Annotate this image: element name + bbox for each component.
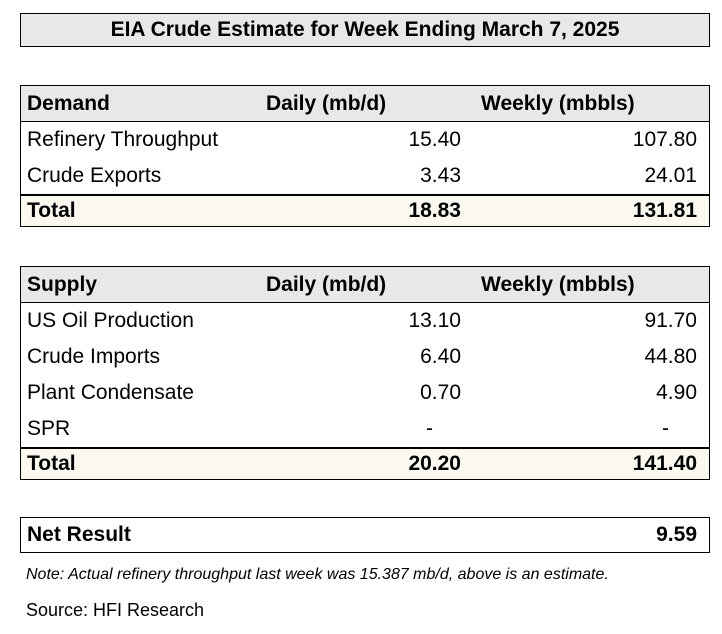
total-label: Total: [27, 452, 76, 475]
row-daily: 3.43: [420, 164, 461, 187]
row-daily: -: [426, 417, 433, 440]
table-row: Crude Imports 6.40 44.80: [21, 339, 709, 375]
total-weekly: 141.40: [632, 452, 697, 475]
supply-table: Supply Daily (mb/d) Weekly (mbbls) US Oi…: [20, 266, 710, 480]
row-label: SPR: [27, 417, 71, 440]
row-weekly: 4.90: [656, 381, 697, 404]
total-label: Total: [27, 199, 76, 222]
row-weekly: 24.01: [644, 164, 697, 187]
demand-header-row: Demand Daily (mb/d) Weekly (mbbls): [21, 86, 709, 122]
row-label: Crude Exports: [27, 164, 162, 187]
row-weekly: 107.80: [632, 128, 697, 151]
total-daily: 20.20: [408, 452, 461, 475]
table-row: Plant Condensate 0.70 4.90: [21, 375, 709, 411]
total-daily: 18.83: [408, 199, 461, 222]
total-weekly: 131.81: [632, 199, 697, 222]
source-credit: Source: HFI Research: [26, 600, 205, 620]
row-daily: 13.10: [408, 309, 461, 332]
table-row: US Oil Production 13.10 91.70: [21, 303, 709, 339]
row-label: Refinery Throughput: [27, 128, 219, 151]
row-weekly: 44.80: [644, 345, 697, 368]
net-result-row: Net Result 9.59: [20, 517, 710, 553]
net-result-value: 9.59: [656, 523, 697, 546]
demand-total-row: Total 18.83 131.81: [21, 194, 709, 226]
demand-header-daily: Daily (mb/d): [266, 91, 387, 115]
row-label: Crude Imports: [27, 345, 161, 368]
row-daily: 6.40: [420, 345, 461, 368]
supply-header-label: Supply: [27, 272, 98, 296]
row-label: US Oil Production: [27, 309, 194, 332]
demand-table: Demand Daily (mb/d) Weekly (mbbls) Refin…: [20, 85, 710, 227]
demand-header-weekly: Weekly (mbbls): [481, 91, 635, 115]
supply-header-weekly: Weekly (mbbls): [481, 272, 635, 296]
demand-header-label: Demand: [27, 91, 110, 115]
supply-header-row: Supply Daily (mb/d) Weekly (mbbls): [21, 267, 709, 303]
table-row: Refinery Throughput 15.40 107.80: [21, 122, 709, 158]
page-title: EIA Crude Estimate for Week Ending March…: [20, 13, 710, 47]
table-row: SPR - -: [21, 411, 709, 447]
net-result-label: Net Result: [27, 523, 131, 546]
supply-total-row: Total 20.20 141.40: [21, 447, 709, 479]
row-daily: 0.70: [420, 381, 461, 404]
row-label: Plant Condensate: [27, 381, 194, 404]
row-weekly: -: [662, 417, 669, 440]
supply-header-daily: Daily (mb/d): [266, 272, 387, 296]
table-row: Crude Exports 3.43 24.01: [21, 158, 709, 194]
footnote: Note: Actual refinery throughput last we…: [26, 566, 609, 583]
row-weekly: 91.70: [644, 309, 697, 332]
row-daily: 15.40: [408, 128, 461, 151]
